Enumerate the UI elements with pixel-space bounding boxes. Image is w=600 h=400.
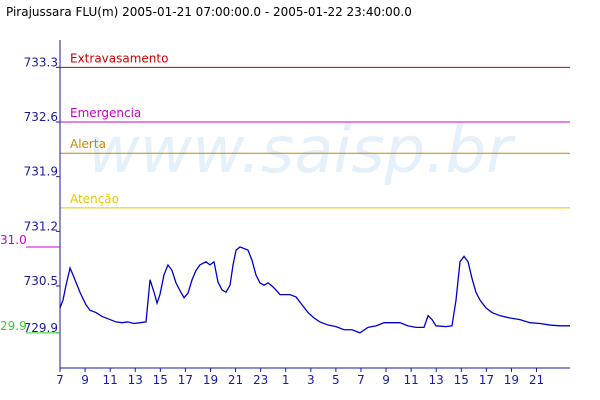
x-tick-label: 15 xyxy=(454,373,469,387)
y-tick-label: 733.3 xyxy=(24,55,58,69)
x-tick-label: 3 xyxy=(307,373,315,387)
x-tick-label: 13 xyxy=(128,373,143,387)
y-tick-label: 731.9 xyxy=(24,165,58,179)
x-tick-label: 11 xyxy=(403,373,418,387)
y-tick-label: 730.5 xyxy=(24,274,58,288)
marker-label: 29.9 xyxy=(0,319,27,333)
x-tick-label: 21 xyxy=(228,373,243,387)
x-tick-label: 7 xyxy=(56,373,64,387)
x-tick-label: 23 xyxy=(253,373,268,387)
x-tick-label: 9 xyxy=(382,373,390,387)
x-tick-label: 19 xyxy=(504,373,519,387)
x-tick-label: 19 xyxy=(203,373,218,387)
x-tick-label: 5 xyxy=(332,373,340,387)
x-tick-label: 9 xyxy=(81,373,89,387)
series-line xyxy=(59,246,570,334)
watermark: www.saisp.br xyxy=(88,114,517,188)
x-tick-label: 13 xyxy=(429,373,444,387)
x-tick-label: 15 xyxy=(153,373,168,387)
y-tick-label: 729.9 xyxy=(24,321,58,335)
threshold-label: Alerta xyxy=(70,137,106,151)
y-tick-label: 732.6 xyxy=(24,110,58,124)
threshold-label: Emergencia xyxy=(70,106,141,120)
x-tick-label: 17 xyxy=(479,373,494,387)
threshold-label: Extravasamento xyxy=(70,51,168,65)
x-tick-label: 17 xyxy=(178,373,193,387)
y-tick-label: 731.2 xyxy=(24,219,58,233)
chart-title: Pirajussara FLU(m) 2005-01-21 07:00:00.0… xyxy=(6,5,412,19)
x-tick-label: 21 xyxy=(529,373,544,387)
x-tick-label: 11 xyxy=(103,373,118,387)
marker-label: 31.0 xyxy=(0,233,27,247)
threshold-label: Atenção xyxy=(70,192,119,206)
x-tick-label: 1 xyxy=(282,373,290,387)
x-tick-label: 7 xyxy=(357,373,365,387)
